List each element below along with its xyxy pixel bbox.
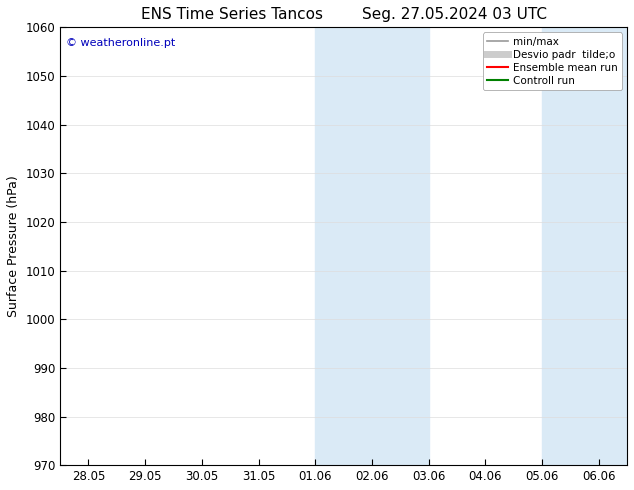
Legend: min/max, Desvio padr  tilde;o, Ensemble mean run, Controll run: min/max, Desvio padr tilde;o, Ensemble m… bbox=[482, 32, 622, 90]
Bar bbox=[542, 27, 627, 465]
Title: ENS Time Series Tancos        Seg. 27.05.2024 03 UTC: ENS Time Series Tancos Seg. 27.05.2024 0… bbox=[141, 7, 547, 22]
Bar bbox=[315, 27, 429, 465]
Text: © weatheronline.pt: © weatheronline.pt bbox=[66, 38, 175, 48]
Y-axis label: Surface Pressure (hPa): Surface Pressure (hPa) bbox=[7, 175, 20, 317]
